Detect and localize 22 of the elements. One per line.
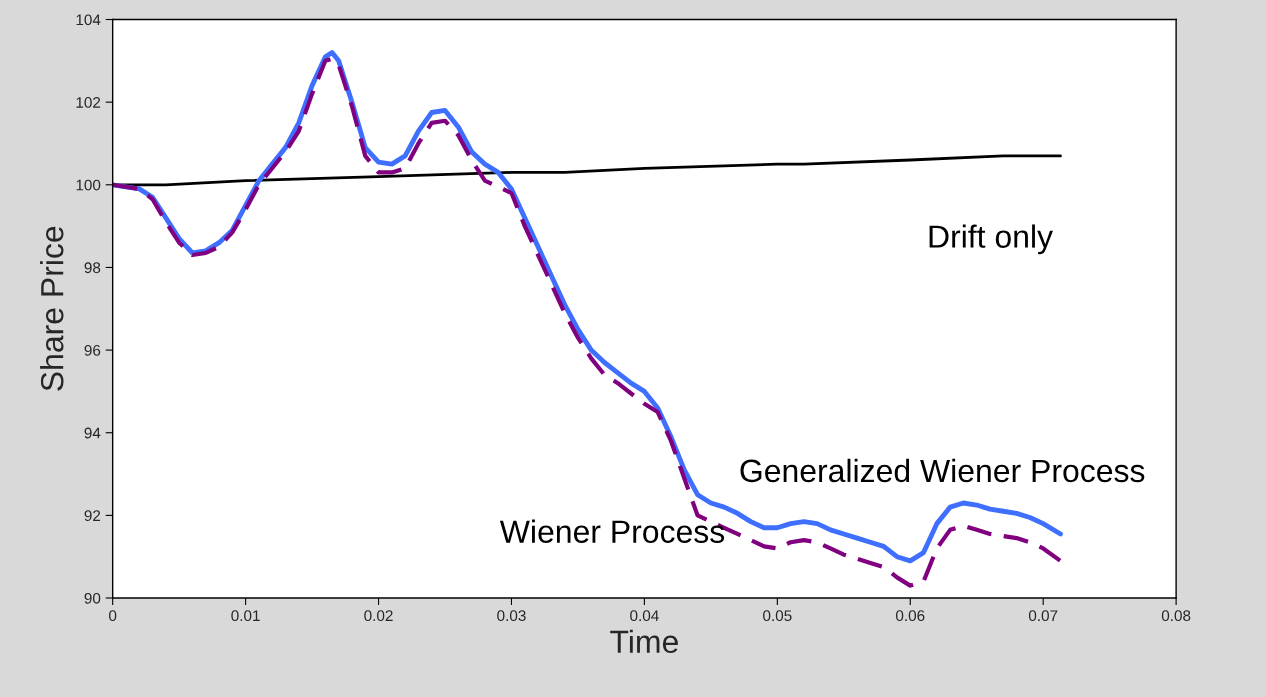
text: Drift only: [929, 224, 1053, 255]
y-tick-label: 104: [76, 14, 101, 26]
x-tick-label: 0.04: [630, 610, 659, 622]
x-tick-label: 0.03: [497, 610, 526, 622]
x-tick-label: 0.08: [1161, 610, 1191, 622]
y-tick-label: 94: [84, 427, 101, 439]
y-axis-title: Share Price: [40, 226, 64, 391]
x-tick-label: 0.07: [1028, 610, 1058, 622]
y-tick-label: 100: [76, 179, 101, 191]
series-label: Generalized Wiener Process: [740, 458, 1145, 483]
y-tick-label: 96: [84, 344, 101, 356]
x-axis-title: Time: [610, 629, 678, 654]
y-tick-label: 90: [84, 592, 101, 604]
y-tick-label: 102: [76, 97, 101, 108]
x-tick-label: 0.01: [231, 610, 260, 622]
x-tick-label: 0.06: [895, 610, 925, 622]
x-tick-label: 0: [109, 610, 117, 622]
series-label: Wiener Process: [499, 519, 725, 543]
y-tick-label: 98: [84, 262, 101, 274]
y-tick-label: 92: [84, 510, 101, 522]
x-tick-label: 0.02: [364, 610, 393, 622]
x-tick-label: 0.05: [763, 610, 792, 622]
